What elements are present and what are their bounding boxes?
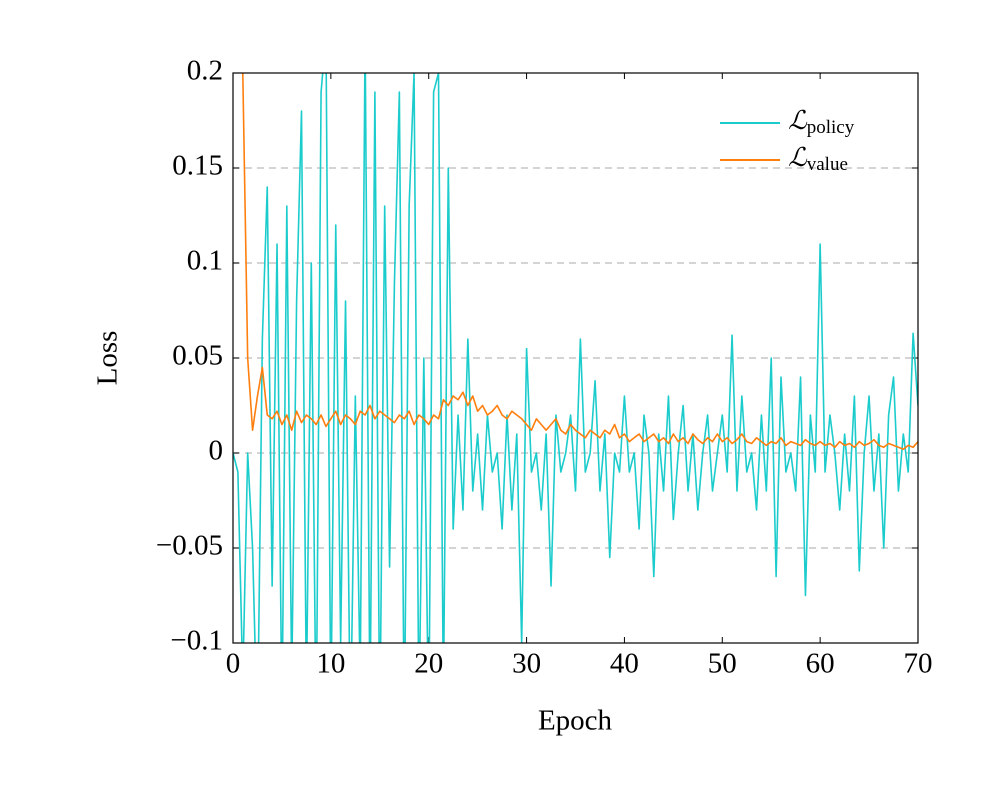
plot-frame — [232, 72, 919, 644]
x-tick-label: 20 — [414, 648, 443, 680]
y-tick-label: 0 — [209, 435, 224, 467]
y-tick-label: 0.1 — [187, 245, 223, 277]
y-tick-label: −0.1 — [170, 625, 223, 657]
x-axis-label: Epoch — [538, 705, 613, 737]
x-tick-label: 30 — [512, 648, 541, 680]
y-tick-label: 0.15 — [172, 150, 223, 182]
legend-label: ℒpolicy — [788, 106, 855, 138]
x-tick-label: 50 — [708, 648, 737, 680]
y-axis-label: Loss — [92, 331, 124, 386]
x-tick-label: 10 — [316, 648, 345, 680]
series-line — [241, 73, 918, 450]
x-tick-label: 0 — [226, 648, 241, 680]
y-tick-label: −0.05 — [156, 530, 223, 562]
x-tick-label: 40 — [610, 648, 639, 680]
x-tick-label: 70 — [904, 648, 933, 680]
x-tick-label: 60 — [806, 648, 835, 680]
series-line — [233, 73, 918, 643]
y-tick-label: 0.05 — [172, 340, 223, 372]
legend-label: ℒvalue — [788, 143, 848, 175]
y-tick-label: 0.2 — [187, 55, 223, 87]
plot-area — [233, 73, 918, 643]
